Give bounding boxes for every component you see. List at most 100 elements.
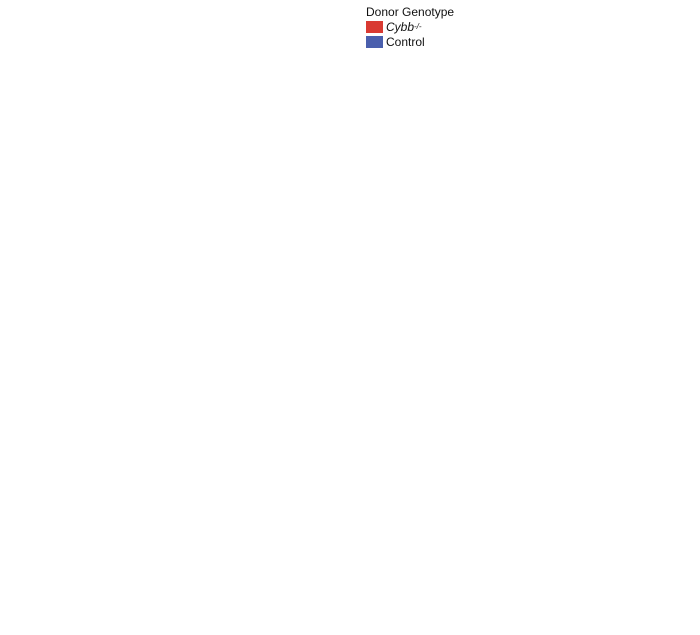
data-point: [303, 536, 310, 543]
significance-stars: ****: [565, 239, 583, 251]
data-point: [641, 494, 649, 502]
data-point: [641, 58, 649, 65]
data-point: [670, 506, 678, 514]
data-point: [543, 97, 551, 105]
data-point: [682, 526, 690, 534]
data-point: [155, 531, 163, 539]
data-point: [347, 545, 354, 553]
data-point: [175, 540, 182, 548]
data-point: [577, 535, 584, 542]
data-point: [424, 348, 432, 356]
data-point: [136, 329, 144, 336]
data-point: [667, 467, 674, 475]
y-axis-title: Interstitial nephritis score: [257, 269, 269, 396]
data-point: [339, 369, 346, 376]
data-point: [579, 363, 586, 370]
data-point: [186, 535, 194, 543]
y-tick-label: 1: [33, 379, 40, 393]
data-point: [103, 532, 110, 540]
data-point: [404, 329, 411, 336]
y-tick-label: 2: [525, 94, 532, 108]
data-point: [308, 552, 316, 560]
group-male-cybb: [545, 323, 571, 413]
data-point: [432, 388, 440, 396]
bar: [546, 347, 570, 413]
data-point: [86, 540, 93, 548]
data-point: [430, 488, 438, 496]
data-point: [552, 347, 560, 354]
bar: [424, 371, 448, 413]
significance-stars: ****: [566, 8, 584, 20]
data-point: [684, 97, 691, 105]
data-point: [149, 567, 157, 575]
data-point: [435, 348, 443, 356]
data-point: [159, 545, 166, 553]
significance-stars: ****: [322, 239, 340, 251]
bar: [424, 552, 448, 623]
data-point: [664, 137, 672, 144]
bar: [302, 331, 326, 413]
data-point: [176, 528, 184, 535]
data-point: [149, 537, 157, 545]
y-axis-title: Anti-Sm ab (μg/mL): [246, 492, 258, 592]
data-point: [391, 513, 398, 521]
data-point: [684, 533, 691, 541]
group-label: Male: [560, 626, 586, 635]
data-point: [558, 343, 566, 350]
y-tick-label: 4: [281, 246, 288, 260]
data-point: [55, 329, 62, 336]
data-point: [581, 367, 588, 374]
data-point: [583, 97, 590, 105]
data-point: [590, 533, 598, 541]
data-point: [678, 335, 686, 342]
data-point: [644, 137, 652, 144]
data-point: [588, 552, 596, 559]
y-tick-label: 0.8: [515, 246, 532, 260]
data-point: [591, 117, 598, 124]
data-point: [637, 346, 645, 354]
data-point: [398, 329, 406, 336]
data-point: [653, 556, 660, 564]
data-point: [61, 542, 69, 549]
data-point: [89, 552, 97, 560]
data-point: [182, 542, 190, 550]
y-tick-label: 50: [26, 94, 40, 108]
data-point: [636, 508, 643, 516]
data-point: [560, 58, 567, 65]
data-point: [647, 97, 655, 105]
data-point: [301, 549, 308, 557]
data-point: [140, 506, 147, 514]
data-point: [97, 536, 104, 543]
data-point: [49, 329, 57, 336]
data-point: [54, 560, 61, 567]
data-point: [560, 367, 567, 374]
group-female-control: [665, 307, 691, 413]
data-point: [302, 329, 309, 336]
data-point: [639, 559, 647, 567]
data-point: [554, 78, 562, 85]
data-point: [673, 156, 680, 164]
data-point: [675, 137, 683, 144]
data-point: [588, 97, 596, 105]
data-point: [418, 368, 426, 376]
data-point: [66, 329, 73, 336]
group-label: Male: [318, 416, 344, 430]
data-point: [577, 137, 585, 144]
data-point: [347, 574, 354, 581]
data-point: [588, 18, 596, 26]
data-point: [680, 309, 688, 317]
data-point: [426, 567, 434, 575]
data-point: [651, 512, 658, 520]
data-point: [554, 333, 562, 340]
data-point: [639, 516, 647, 524]
group-male-cybb: [50, 513, 76, 623]
data-point: [147, 355, 155, 363]
data-point: [396, 555, 404, 562]
data-point: [398, 564, 406, 572]
data-point: [556, 355, 564, 362]
data-point: [594, 353, 601, 360]
survival-marker: [270, 18, 278, 26]
data-point: [178, 558, 186, 565]
bar: [666, 335, 690, 413]
group-female-control: [423, 486, 449, 623]
